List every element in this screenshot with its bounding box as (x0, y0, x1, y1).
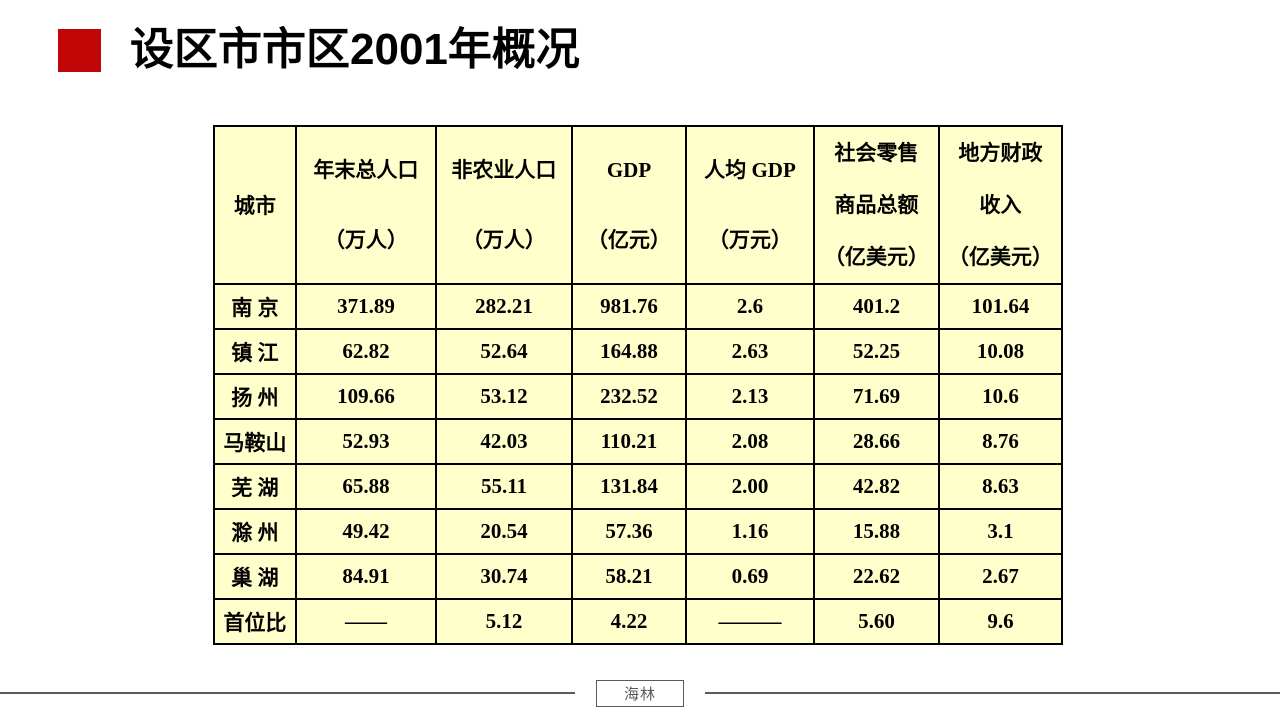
table-value-cell: 2.13 (685, 373, 815, 420)
row-label-cell: 扬 州 (213, 373, 297, 420)
table-value-cell: 22.62 (813, 553, 940, 600)
table-header-row: 城市 年末总人口 （万人） 非农业人口 （万人） GDP （亿元） 人均 GDP （万元… (213, 125, 1063, 285)
row-label-cell: 镇 江 (213, 328, 297, 375)
table-value-cell: 20.54 (435, 508, 573, 555)
city-stats-table: 城市 年末总人口 （万人） 非农业人口 （万人） GDP （亿元） 人均 GDP （万元… (213, 125, 1063, 645)
table-value-cell: 371.89 (295, 283, 437, 330)
table-row: 芜 湖 65.88 55.11 131.84 2.00 42.82 8.63 (213, 463, 1063, 510)
table-value-cell: 52.25 (813, 328, 940, 375)
table-value-cell: 2.67 (938, 553, 1063, 600)
table-value-cell: 52.64 (435, 328, 573, 375)
table-value-cell: 109.66 (295, 373, 437, 420)
table-header: 城市 年末总人口 （万人） 非农业人口 （万人） GDP （亿元） 人均 GDP （万元… (213, 125, 1063, 285)
table-value-cell: 164.88 (571, 328, 687, 375)
footer-divider-left (0, 692, 575, 694)
page-title: 设区市市区2001年概况 (130, 25, 580, 74)
table-value-cell: —— (295, 598, 437, 645)
table-header-cell: 社会零售 商品总额 （亿美元） (813, 125, 940, 285)
row-label-cell: 马鞍山 (213, 418, 297, 465)
table-header-cell: 年末总人口 （万人） (295, 125, 437, 285)
table-value-cell: 62.82 (295, 328, 437, 375)
table-header-cell: 非农业人口 （万人） (435, 125, 573, 285)
table-value-cell: 84.91 (295, 553, 437, 600)
slide-title-row: 设区市市区2001年概况 (58, 25, 580, 74)
table-value-cell: 1.16 (685, 508, 815, 555)
table-value-cell: 10.08 (938, 328, 1063, 375)
table-value-cell: 10.6 (938, 373, 1063, 420)
table-value-cell: 5.60 (813, 598, 940, 645)
table-row: 首位比 —— 5.12 4.22 ——— 5.60 9.6 (213, 598, 1063, 645)
table-value-cell: 53.12 (435, 373, 573, 420)
table-value-cell: 55.11 (435, 463, 573, 510)
table-value-cell: 2.00 (685, 463, 815, 510)
table-value-cell: 52.93 (295, 418, 437, 465)
row-label-cell: 芜 湖 (213, 463, 297, 510)
table-value-cell: 30.74 (435, 553, 573, 600)
table-value-cell: 58.21 (571, 553, 687, 600)
table-value-cell: 4.22 (571, 598, 687, 645)
table-row: 滁 州 49.42 20.54 57.36 1.16 15.88 3.1 (213, 508, 1063, 555)
table-header-cell: GDP （亿元） (571, 125, 687, 285)
table-value-cell: 9.6 (938, 598, 1063, 645)
table-value-cell: 232.52 (571, 373, 687, 420)
table-value-cell: 28.66 (813, 418, 940, 465)
table-value-cell: 401.2 (813, 283, 940, 330)
table-row: 扬 州 109.66 53.12 232.52 2.13 71.69 10.6 (213, 373, 1063, 420)
table-header-cell: 地方财政 收入 （亿美元） (938, 125, 1063, 285)
table-value-cell: 49.42 (295, 508, 437, 555)
table-row: 巢 湖 84.91 30.74 58.21 0.69 22.62 2.67 (213, 553, 1063, 600)
table-row: 南 京 371.89 282.21 981.76 2.6 401.2 101.64 (213, 283, 1063, 330)
table-row: 马鞍山 52.93 42.03 110.21 2.08 28.66 8.76 (213, 418, 1063, 465)
city-stats-table-wrap: 城市 年末总人口 （万人） 非农业人口 （万人） GDP （亿元） 人均 GDP （万元… (213, 125, 1063, 645)
table-value-cell: 2.63 (685, 328, 815, 375)
table-value-cell: 65.88 (295, 463, 437, 510)
table-value-cell: ——— (685, 598, 815, 645)
table-value-cell: 981.76 (571, 283, 687, 330)
table-value-cell: 42.82 (813, 463, 940, 510)
table-value-cell: 131.84 (571, 463, 687, 510)
table-row: 镇 江 62.82 52.64 164.88 2.63 52.25 10.08 (213, 328, 1063, 375)
footer-logo-box: 海林 (596, 680, 684, 707)
row-label-cell: 南 京 (213, 283, 297, 330)
table-value-cell: 110.21 (571, 418, 687, 465)
table-value-cell: 71.69 (813, 373, 940, 420)
footer-logo-text: 海林 (623, 686, 656, 703)
table-value-cell: 3.1 (938, 508, 1063, 555)
table-header-cell: 人均 GDP （万元） (685, 125, 815, 285)
title-bullet-square (58, 28, 101, 72)
row-label-cell: 巢 湖 (213, 553, 297, 600)
table-value-cell: 8.76 (938, 418, 1063, 465)
table-value-cell: 2.08 (685, 418, 815, 465)
row-label-cell: 滁 州 (213, 508, 297, 555)
row-label-cell: 首位比 (213, 598, 297, 645)
table-value-cell: 8.63 (938, 463, 1063, 510)
table-value-cell: 282.21 (435, 283, 573, 330)
footer-divider-right (705, 692, 1280, 694)
table-value-cell: 0.69 (685, 553, 815, 600)
table-value-cell: 5.12 (435, 598, 573, 645)
table-value-cell: 57.36 (571, 508, 687, 555)
table-header-cell: 城市 (213, 125, 297, 285)
table-value-cell: 2.6 (685, 283, 815, 330)
table-value-cell: 101.64 (938, 283, 1063, 330)
table-value-cell: 42.03 (435, 418, 573, 465)
table-body: 南 京 371.89 282.21 981.76 2.6 401.2 101.64 镇 江 62… (213, 283, 1063, 645)
table-value-cell: 15.88 (813, 508, 940, 555)
